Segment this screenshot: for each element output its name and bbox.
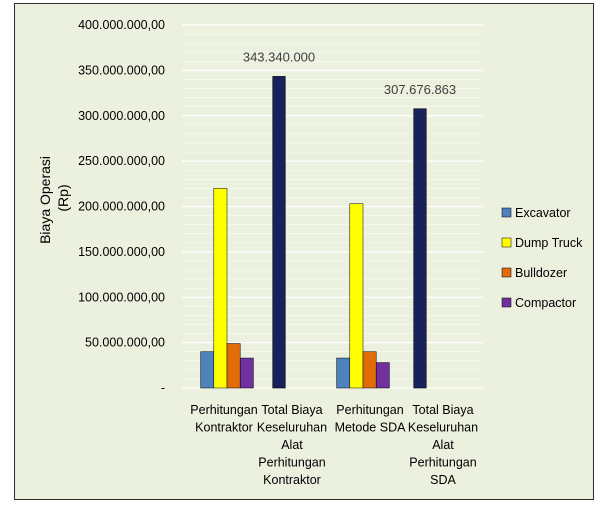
y-tick-label: 250.000.000,00 xyxy=(78,154,165,168)
category-label: Perhitungan Metode SDA xyxy=(335,403,407,435)
y-tick-label: 400.000.000,00 xyxy=(78,18,165,32)
bar-compactor xyxy=(239,357,254,389)
legend-label: Compactor xyxy=(515,296,576,310)
bar-dump-truck xyxy=(349,203,364,389)
category-label: Total Biaya Keseluruhan Alat Perhitungan SDA xyxy=(408,403,478,487)
legend-label: Dump Truck xyxy=(515,236,583,250)
total-bar xyxy=(272,76,286,389)
total-data-label: 343.340.000 xyxy=(243,49,315,64)
legend-label: Excavator xyxy=(515,206,571,220)
legend: Excavator Dump Truck Bulldozer Compactor xyxy=(501,206,583,310)
y-axis-title-line-2: (Rp) xyxy=(55,184,71,211)
total-bar xyxy=(413,108,427,389)
y-axis-title-line-1: Biaya Operasi xyxy=(37,156,53,244)
bar-excavator xyxy=(336,357,351,389)
legend-swatch-bulldozer xyxy=(501,267,512,278)
total-data-label: 307.676.863 xyxy=(384,82,456,97)
y-axis-ticks: - 50.000.000,00 100.000.000,00 150.000.000,… xyxy=(78,18,165,395)
bar-compactor xyxy=(375,362,390,389)
y-axis-title: Biaya Operasi (Rp) xyxy=(37,152,71,244)
y-tick-label: 100.000.000,00 xyxy=(78,290,165,304)
legend-swatch-excavator xyxy=(501,207,512,218)
legend-swatch-compactor xyxy=(501,297,512,308)
legend-swatch-dump-truck xyxy=(501,237,512,248)
legend-label: Bulldozer xyxy=(515,266,567,280)
y-tick-label: - xyxy=(161,381,165,395)
y-tick-label: 350.000.000,00 xyxy=(78,63,165,77)
y-tick-label: 50.000.000,00 xyxy=(85,336,165,350)
y-tick-label: 150.000.000,00 xyxy=(78,245,165,259)
y-tick-label: 300.000.000,00 xyxy=(78,109,165,123)
category-label: Perhitungan Kontraktor xyxy=(190,403,257,435)
y-tick-label: 200.000.000,00 xyxy=(78,200,165,214)
data-labels: 343.340.000 307.676.863 xyxy=(243,49,456,96)
bar-excavator xyxy=(200,351,215,389)
bar-dump-truck xyxy=(213,188,228,389)
bar-bulldozer xyxy=(226,343,241,389)
bars xyxy=(200,76,427,389)
gridlines xyxy=(182,24,483,389)
bar-bulldozer xyxy=(362,351,377,389)
category-label: Total Biaya Keseluruhan Alat Perhitungan Kon… xyxy=(257,403,327,487)
